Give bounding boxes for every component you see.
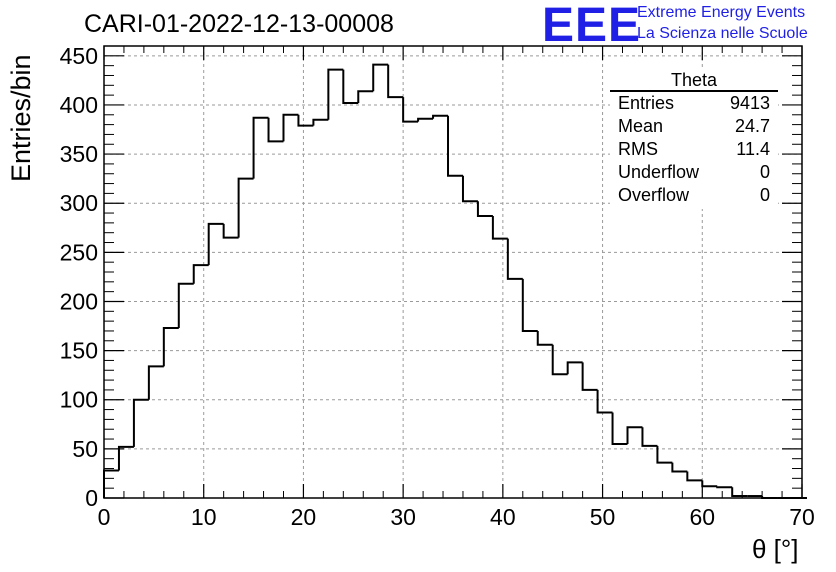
x-tick-label: 20 [291,504,317,530]
histogram-bin [461,175,478,203]
stats-box: Theta Entries 9413 Mean 24.7 RMS 11.4 Un… [610,68,778,209]
stats-value: 11.4 [736,139,770,159]
stats-key: Overflow [618,185,690,205]
histogram-bin [447,115,463,177]
logo-text-line1: Extreme Energy Events [637,4,806,21]
histogram-bin [312,118,329,126]
stats-row-entries: Entries 9413 [618,93,770,115]
x-tick-label: 50 [590,504,616,530]
histogram-bin [267,117,284,143]
histogram-bin [581,362,598,391]
axis-tick-labels: 0 10 20 30 40 50 60 70 0 50 100 150 200 250 300 350 400 4… [60,43,815,530]
histogram-bin [327,68,344,120]
histogram-bin [521,278,538,332]
x-tick-label: 70 [789,504,815,530]
stats-row-rms: RMS 11.4 [618,139,770,161]
histogram-bin [536,330,553,346]
histogram-bin [147,365,164,400]
stats-row-underflow: Underflow 0 [618,162,770,184]
histogram-bin [432,114,449,119]
x-tick-label: 10 [191,504,217,530]
histogram-bin [222,223,239,239]
stats-row-mean: Mean 24.7 [618,116,770,138]
histogram-bin [566,361,583,375]
histogram-bin [207,222,224,266]
y-tick-label: 450 [60,43,98,69]
stats-title: Theta [670,70,718,90]
stats-row-overflow: Overflow 0 [618,185,770,207]
stats-value: 9413 [729,93,770,113]
histogram-bin [103,469,119,498]
y-tick-label: 100 [60,387,98,413]
histogram-bin [237,177,254,238]
y-axis-label: Entries/bin [6,54,36,182]
histogram-bin [117,445,134,471]
histogram-bin [387,64,404,99]
x-tick-label: 30 [390,504,416,530]
histogram-bin [372,63,389,92]
y-tick-label: 300 [60,190,98,216]
eee-logo-mark: EEE [542,0,642,52]
grid-lines [104,46,802,498]
stats-value: 0 [759,162,770,182]
histogram-bin [402,97,419,123]
y-tick-label: 0 [85,485,98,511]
stats-key: Mean [618,116,664,136]
histogram-bin [342,69,359,104]
stats-key: Underflow [618,162,700,182]
histogram-bin [731,487,748,498]
y-tick-label: 350 [60,141,98,167]
histogram-bin [626,426,643,444]
histogram-bin [177,282,194,329]
histogram-bin [192,264,209,284]
logo-text-line2: La Scienza nelle Scuole [637,25,808,42]
stats-value: 0 [759,185,770,205]
histogram-bin [162,327,179,367]
x-tick-label: 60 [689,504,715,530]
stats-value: 24.7 [734,116,770,136]
histogram-bin [716,486,733,489]
histogram-bin [476,201,493,217]
stats-key: RMS [618,139,658,159]
y-tick-label: 150 [60,338,98,364]
axis-ticks [103,45,803,499]
histogram-bin [506,238,523,280]
histogram-bin [297,114,314,127]
y-tick-label: 400 [60,92,98,118]
stats-divider [610,90,778,92]
histogram-bin [701,480,718,488]
histogram-bin [252,116,269,179]
x-tick-label: 0 [98,504,111,530]
chart-title: CARI-01-2022-12-13-00008 [84,10,394,38]
histogram-bin [417,117,434,122]
x-tick-label: 40 [490,504,516,530]
histogram-bin [132,398,149,447]
x-axis-label: θ [°] [752,534,799,564]
histogram-bin [282,113,299,142]
histogram-bin [686,471,703,482]
histogram-bin [641,427,658,447]
histogram-bin [596,389,613,414]
y-tick-label: 250 [60,239,98,265]
histogram-bin [357,90,374,103]
histogram-bin [656,445,673,464]
y-tick-label: 50 [72,436,98,462]
y-tick-label: 200 [60,288,98,314]
histogram-bars [103,63,807,499]
histogram-bin [491,215,508,240]
histogram-bin [671,462,688,473]
histogram-bin [551,344,568,376]
histogram-bin [611,412,628,445]
stats-key: Entries [618,93,675,113]
